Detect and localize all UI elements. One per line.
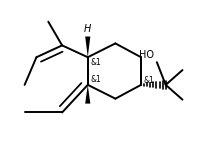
Polygon shape — [85, 37, 90, 57]
Text: &1: &1 — [143, 76, 154, 85]
Text: HO: HO — [139, 50, 154, 60]
Text: H: H — [84, 24, 91, 34]
Text: &1: &1 — [91, 75, 101, 84]
Text: &1: &1 — [91, 58, 101, 67]
Polygon shape — [85, 85, 90, 104]
